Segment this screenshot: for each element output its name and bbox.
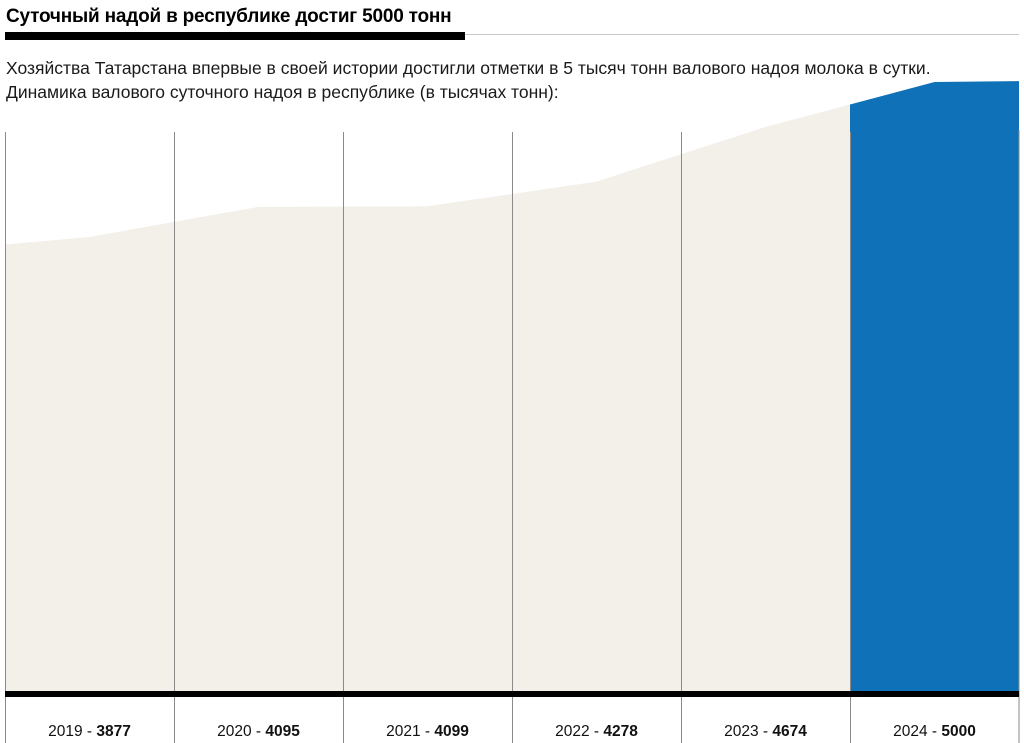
title-divider xyxy=(5,34,1019,35)
category-value: 4674 xyxy=(772,723,807,740)
category-year: 2024 - xyxy=(893,723,941,740)
category-year: 2023 - xyxy=(724,723,772,740)
area-segment-2019 xyxy=(5,221,174,692)
category-label-2021: 2021 - 4099 xyxy=(386,723,469,740)
category-year: 2022 - xyxy=(555,723,603,740)
description-line-2: Динамика валового суточного надоя в респ… xyxy=(6,82,559,102)
category-value: 5000 xyxy=(941,723,975,740)
area-segment-2020 xyxy=(174,206,343,692)
category-value: 3877 xyxy=(96,723,130,740)
chart-description: Хозяйства Татарстана впервые в своей ист… xyxy=(6,56,1016,104)
title-underline xyxy=(5,32,465,40)
category-label-2019: 2019 - 3877 xyxy=(48,723,131,740)
category-value: 4095 xyxy=(265,723,300,740)
area-segment-2023 xyxy=(681,104,850,692)
category-label-2020: 2020 - 4095 xyxy=(217,723,300,740)
category-year: 2020 - xyxy=(217,723,265,740)
area-segment-2024 xyxy=(850,81,1019,693)
category-value: 4099 xyxy=(434,723,469,740)
area-segment-2021 xyxy=(343,194,512,692)
category-year: 2019 - xyxy=(48,723,96,740)
category-year: 2021 - xyxy=(386,723,434,740)
page-title: Суточный надой в республике достиг 5000 … xyxy=(6,6,452,27)
category-label-2022: 2022 - 4278 xyxy=(555,723,638,740)
category-value: 4278 xyxy=(603,723,638,740)
chart-baseline xyxy=(5,691,1019,697)
area-segment-2022 xyxy=(512,154,681,693)
category-label-2024: 2024 - 5000 xyxy=(893,723,976,740)
description-line-1: Хозяйства Татарстана впервые в своей ист… xyxy=(6,58,931,78)
category-label-2023: 2023 - 4674 xyxy=(724,723,807,740)
